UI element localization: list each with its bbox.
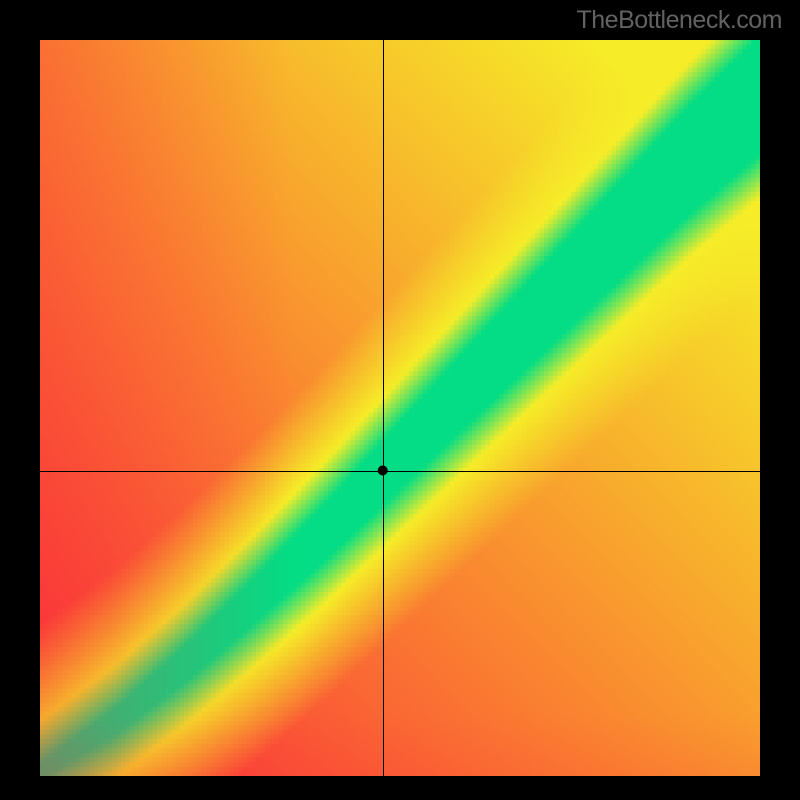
watermark-text: TheBottleneck.com bbox=[577, 6, 783, 35]
crosshair-overlay bbox=[40, 40, 760, 776]
chart-container: { "watermark": { "text": "TheBottleneck.… bbox=[0, 0, 800, 800]
